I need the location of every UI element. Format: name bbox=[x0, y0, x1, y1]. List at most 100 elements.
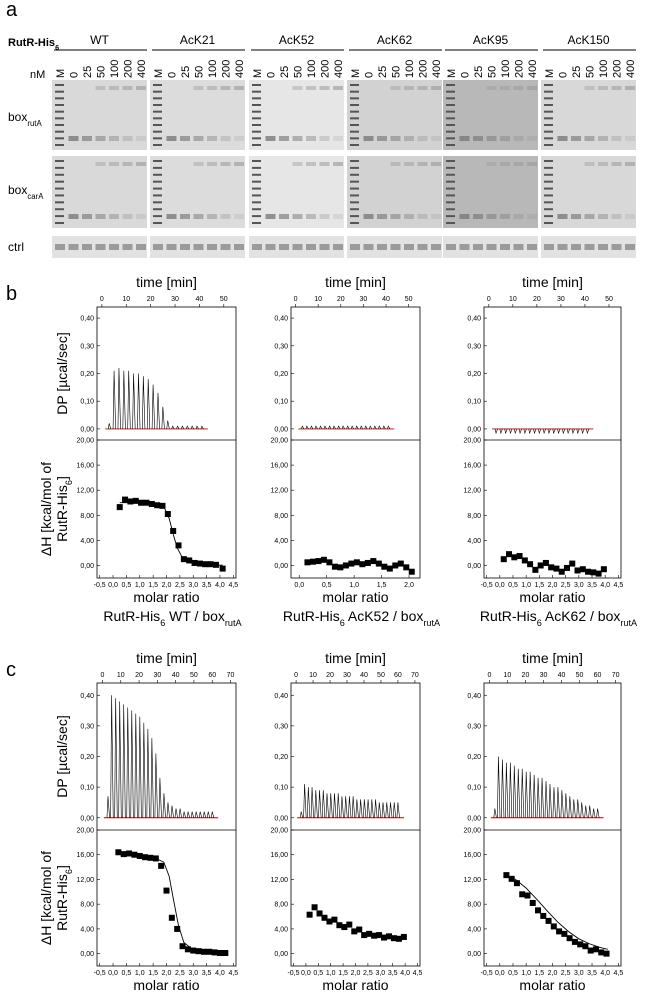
y-tick-label: 0,10 bbox=[467, 399, 481, 406]
injection-peak bbox=[117, 367, 121, 429]
x-tick-label: 0,0 bbox=[108, 582, 118, 589]
y-tick-label: 20,00 bbox=[270, 438, 288, 445]
data-point bbox=[569, 560, 576, 567]
lane-label: M bbox=[252, 69, 264, 78]
ladder-band bbox=[446, 144, 455, 146]
x-tick-label: 1,0 bbox=[521, 582, 531, 589]
y-tick-label: 4,00 bbox=[467, 926, 481, 933]
ladder-band bbox=[350, 180, 359, 183]
y-tick-label: 0,30 bbox=[274, 723, 288, 730]
ladder-band bbox=[350, 187, 359, 190]
injection-peak bbox=[137, 373, 141, 429]
gel-band bbox=[571, 244, 581, 250]
y-axis-title-part: 6 bbox=[64, 869, 74, 874]
data-point bbox=[142, 854, 149, 861]
gel-band bbox=[180, 244, 190, 250]
x-tick-label: 1,0 bbox=[349, 582, 359, 589]
x-tick-label: 3,5 bbox=[388, 970, 398, 977]
lane-label: 25 bbox=[82, 66, 94, 78]
injection-peak bbox=[106, 796, 110, 818]
injection-peak bbox=[542, 428, 546, 435]
x-tick-label: 4,0 bbox=[215, 970, 225, 977]
data-point bbox=[516, 553, 523, 560]
data-point bbox=[400, 933, 407, 940]
gel-band bbox=[306, 214, 316, 219]
lane-label: 25 bbox=[473, 66, 485, 78]
injection-peak bbox=[355, 799, 359, 818]
ladder-band bbox=[55, 90, 64, 93]
gel-band bbox=[500, 244, 510, 250]
gel-band bbox=[109, 162, 119, 166]
gel-band bbox=[513, 86, 524, 90]
injection-peak bbox=[557, 428, 561, 435]
gel-band bbox=[377, 136, 387, 141]
y-tick-label: 0,10 bbox=[274, 399, 288, 406]
gel-band bbox=[207, 244, 217, 250]
lane-label: 100 bbox=[207, 60, 219, 78]
time-tick-label: 50 bbox=[605, 296, 613, 303]
gel-band bbox=[473, 244, 483, 250]
data-point bbox=[537, 562, 544, 569]
x-axis-title: molar ratio bbox=[133, 589, 199, 605]
data-point bbox=[524, 892, 531, 899]
gel-band bbox=[319, 162, 330, 166]
ladder-band bbox=[446, 110, 455, 113]
ladder-band bbox=[55, 130, 64, 133]
gel-band bbox=[500, 86, 510, 90]
ladder-band bbox=[55, 208, 64, 211]
gel-band bbox=[417, 86, 428, 90]
ladder-band bbox=[55, 166, 64, 169]
time-axis-title: time [min] bbox=[325, 274, 386, 290]
ladder-band bbox=[350, 124, 359, 126]
y-tick-label: 0,00 bbox=[80, 815, 94, 822]
lane-label: 100 bbox=[404, 60, 416, 78]
ladder-band bbox=[350, 130, 359, 133]
gel-band bbox=[95, 214, 106, 219]
data-point bbox=[364, 559, 371, 566]
data-point bbox=[337, 564, 344, 571]
data-point bbox=[143, 499, 150, 506]
time-tick-label: 20 bbox=[533, 296, 541, 303]
gel-band bbox=[544, 244, 554, 250]
group-label: AcK150 bbox=[567, 33, 609, 47]
data-point bbox=[136, 852, 143, 859]
caption: RutR-His6 WT / boxcarA bbox=[102, 996, 243, 999]
time-tick-label: 40 bbox=[196, 296, 204, 303]
y-tick-label: 0,00 bbox=[80, 563, 94, 570]
gel-band bbox=[500, 214, 510, 219]
injection-peak bbox=[310, 787, 314, 818]
x-tick-label: 1,0 bbox=[326, 970, 336, 977]
gel-band bbox=[557, 214, 568, 219]
injection-peak bbox=[337, 425, 341, 430]
lane-label: 200 bbox=[123, 60, 135, 78]
ladder-band bbox=[55, 110, 64, 113]
ladder-band bbox=[350, 173, 359, 176]
data-point bbox=[506, 551, 513, 558]
gel-band bbox=[193, 136, 204, 141]
y-tick-label: 16,00 bbox=[76, 463, 94, 470]
data-point bbox=[304, 559, 311, 566]
injection-peak bbox=[363, 799, 367, 818]
x-tick-label: -0,5 bbox=[94, 582, 106, 589]
injection-peak bbox=[373, 425, 377, 430]
data-point bbox=[595, 570, 602, 577]
lane-label: 100 bbox=[306, 60, 318, 78]
gel-band bbox=[109, 136, 119, 141]
gel-band bbox=[220, 162, 231, 166]
gel-band bbox=[180, 136, 190, 141]
injection-peak bbox=[346, 425, 350, 430]
ladder-band bbox=[252, 104, 261, 106]
gel-band bbox=[292, 244, 303, 250]
gel-band bbox=[584, 162, 595, 166]
data-point bbox=[196, 560, 203, 567]
lane-label: 50 bbox=[96, 66, 108, 78]
gel-band bbox=[122, 86, 133, 90]
gel-band bbox=[404, 244, 414, 250]
injection-peak bbox=[377, 802, 382, 818]
gel-band bbox=[404, 136, 414, 141]
gel-band bbox=[306, 86, 316, 90]
gel-band bbox=[153, 244, 163, 250]
y-tick-label: 4,00 bbox=[274, 926, 288, 933]
data-point bbox=[326, 918, 333, 925]
gel-band bbox=[377, 214, 387, 219]
